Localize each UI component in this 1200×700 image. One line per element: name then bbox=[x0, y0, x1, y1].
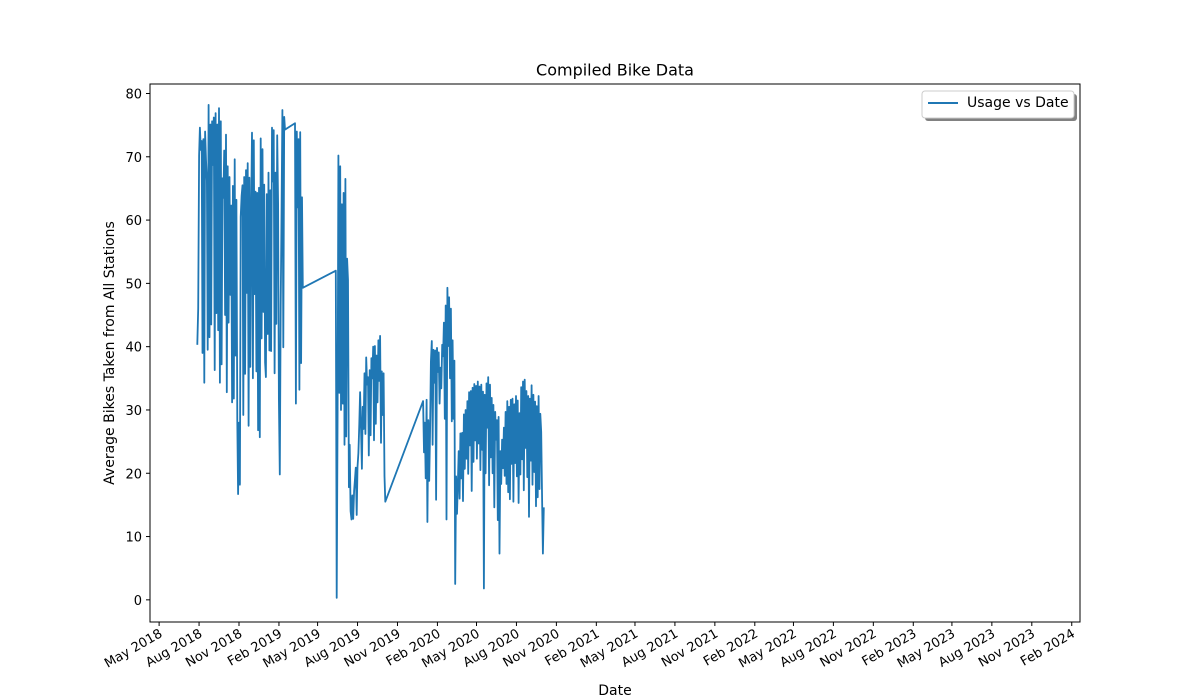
chart-title: Compiled Bike Data bbox=[536, 61, 694, 80]
x-axis-label: Date bbox=[598, 683, 631, 699]
y-axis-ticks: 0 10 20 30 40 50 60 70 80 bbox=[125, 87, 150, 609]
legend: Usage vs Date bbox=[921, 90, 1077, 121]
plot-area bbox=[196, 104, 545, 599]
y-tick-label: 20 bbox=[125, 467, 142, 482]
series-line-usage bbox=[196, 104, 545, 599]
y-tick-label: 10 bbox=[125, 531, 142, 546]
y-tick-label: 80 bbox=[125, 87, 142, 102]
y-tick-label: 40 bbox=[125, 341, 142, 356]
y-tick-label: 50 bbox=[125, 277, 142, 292]
y-tick-label: 60 bbox=[125, 214, 142, 229]
legend-entry-label: Usage vs Date bbox=[967, 95, 1069, 111]
legend-box bbox=[921, 90, 1075, 119]
y-tick-label: 30 bbox=[125, 404, 142, 419]
y-tick-label: 0 bbox=[134, 594, 142, 609]
y-tick-label: 70 bbox=[125, 151, 142, 166]
plot-frame bbox=[149, 83, 1081, 623]
y-axis-label: Average Bikes Taken from All Stations bbox=[102, 221, 118, 485]
